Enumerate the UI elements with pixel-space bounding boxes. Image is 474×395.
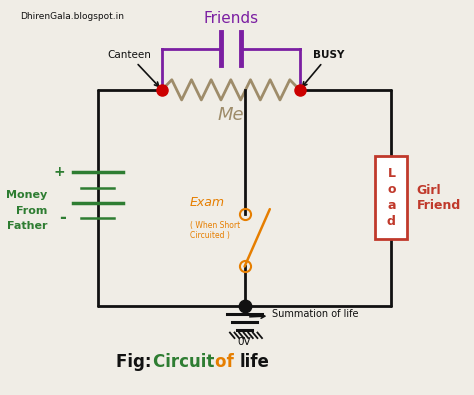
Text: Money: Money (6, 190, 47, 200)
Text: life: life (240, 354, 270, 371)
Text: 0V: 0V (238, 337, 251, 346)
Bar (375, 156, 408, 239)
Text: Exam: Exam (190, 196, 225, 209)
Text: DhirenGala.blogspot.in: DhirenGala.blogspot.in (20, 12, 124, 21)
Text: Me: Me (218, 106, 244, 124)
Text: Circuit: Circuit (153, 354, 220, 371)
Text: From: From (16, 205, 47, 216)
Text: L
o
a
d: L o a d (387, 167, 396, 228)
Text: -: - (59, 209, 65, 227)
Text: Friends: Friends (203, 11, 258, 26)
Text: Father: Father (7, 221, 47, 231)
Text: Fig:: Fig: (116, 354, 157, 371)
Text: BUSY: BUSY (302, 50, 345, 86)
Text: Summation of life: Summation of life (250, 309, 359, 319)
Text: +: + (54, 166, 65, 179)
Text: ( When Short
Circuited ): ( When Short Circuited ) (190, 221, 240, 240)
Text: Canteen: Canteen (107, 50, 159, 87)
Text: of: of (215, 354, 239, 371)
Text: Girl
Friend: Girl Friend (417, 184, 461, 212)
